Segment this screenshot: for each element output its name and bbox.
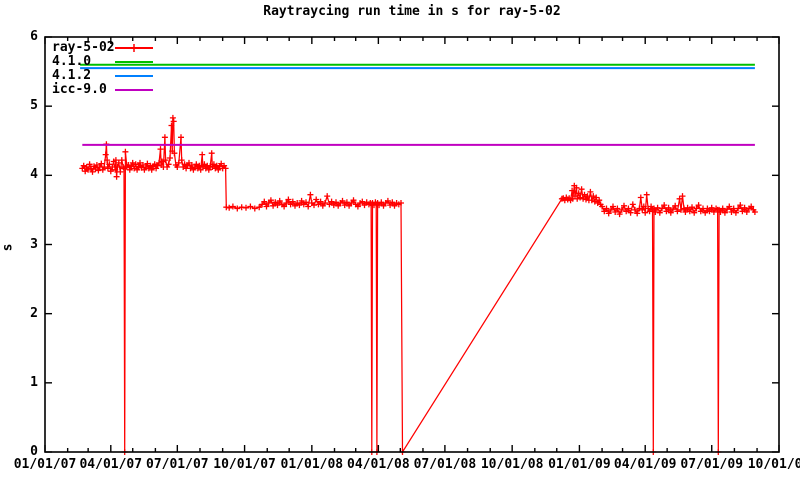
y-tick-label: 3 [30, 236, 38, 252]
legend-label-icc-9-0: icc-9.0 [52, 82, 107, 97]
y-tick-label: 0 [30, 444, 38, 459]
series-markers-ray-5-02 [79, 114, 758, 455]
x-tick-label: 01/01/08 [280, 457, 344, 472]
x-tick-label: 01/01/07 [13, 457, 77, 472]
chart-title: Raytraycing run time in s for ray-5-02 [263, 4, 561, 19]
x-tick-label: 01/01/09 [548, 457, 611, 472]
x-tick-label: 07/01/08 [413, 457, 477, 472]
legend-sample-line-green [115, 61, 153, 63]
y-tick-label: 4 [30, 167, 38, 183]
legend-sample-line-purple [115, 89, 153, 91]
legend-item-4-1-2: 4.1.2 [52, 69, 222, 83]
x-tick-label: 10/01/09 [747, 457, 800, 472]
x-tick-label: 04/01/08 [347, 457, 410, 472]
x-tick-label: 07/01/07 [146, 457, 209, 472]
x-tick-label: 10/01/07 [213, 457, 276, 472]
y-tick-label: 6 [30, 29, 38, 44]
x-tick-label: 04/01/07 [79, 457, 143, 472]
legend-item-ray-5-02: ray-5-02 [52, 41, 222, 55]
x-tick-label: 10/01/08 [480, 457, 544, 472]
series-ray-5-02 [79, 114, 758, 455]
x-tick-label: 07/01/09 [680, 457, 744, 472]
legend-item-icc-9-0: icc-9.0 [52, 83, 222, 97]
plot-border [44, 36, 780, 453]
legend-sample-line-blue [115, 75, 153, 77]
legend: ray-5-02 4.1.0 4.1.2 icc-9.0 [52, 41, 222, 97]
legend-item-4-1-0: 4.1.0 [52, 55, 222, 69]
legend-sample-line-red [115, 44, 153, 52]
y-tick-label: 5 [30, 98, 38, 114]
y-tick-label: 2 [30, 305, 38, 321]
axis-ticks [44, 36, 780, 453]
legend-label-ray-5-02: ray-5-02 [52, 40, 115, 55]
legend-label-4-1-0: 4.1.0 [52, 54, 92, 69]
x-tick-label: 04/01/09 [613, 457, 677, 472]
legend-label-4-1-2: 4.1.2 [52, 68, 92, 83]
y-tick-label: 1 [30, 374, 38, 390]
